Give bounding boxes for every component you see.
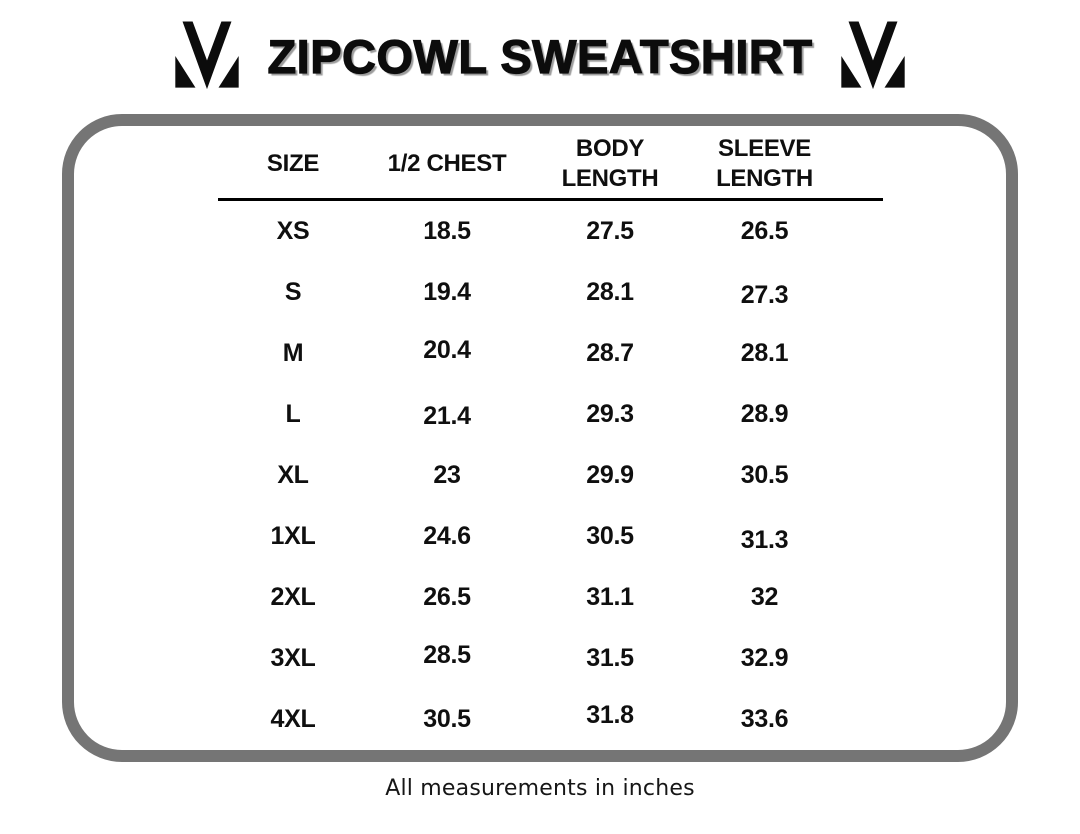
size-chart-panel: SIZE 1/2 CHEST BODY LENGTH SLEEVE LENGTH… (62, 114, 1018, 762)
half-chest-cell: 18.5 (423, 217, 471, 245)
size-cell: 4XL (270, 705, 316, 733)
half-chest-cell: 24.6 (423, 522, 471, 550)
size-table-body: XS 18.5 27.5 26.5 S 19.4 28.1 27.3 M 20.… (218, 201, 883, 750)
body-length-cell: 28.1 (586, 278, 634, 306)
table-row-m: M 20.4 28.7 28.1 (218, 323, 883, 384)
measurements-footnote: All measurements in inches (385, 776, 695, 801)
size-table-header-row: SIZE 1/2 CHEST BODY LENGTH SLEEVE LENGTH (218, 129, 883, 201)
table-row-2xl: 2XL 26.5 31.1 32 (218, 567, 883, 628)
table-row-3xl: 3XL 28.5 31.5 32.9 (218, 628, 883, 689)
table-row-l: L 21.4 29.3 28.9 (218, 384, 883, 445)
brand-m-logo-icon-left (175, 21, 240, 90)
body-length-cell: 29.9 (586, 461, 634, 489)
sleeve-length-cell: 33.6 (740, 705, 789, 733)
column-header-size: SIZE (266, 149, 320, 177)
half-chest-cell: 19.4 (423, 278, 471, 306)
body-length-cell: 29.3 (586, 400, 634, 428)
sleeve-length-cell: 28.9 (740, 400, 789, 428)
half-chest-cell: 30.5 (423, 705, 471, 733)
page-title: ZIPCOWL SWEATSHIRT (267, 29, 813, 83)
body-length-cell: 27.5 (586, 217, 634, 245)
sleeve-length-cell: 32 (750, 583, 779, 611)
sleeve-length-cell: 26.5 (740, 217, 789, 245)
size-cell: 2XL (270, 583, 316, 611)
size-cell: M (282, 339, 304, 367)
body-length-cell: 31.1 (586, 583, 634, 611)
half-chest-cell: 28.5 (423, 641, 471, 669)
sleeve-length-cell: 32.9 (740, 644, 789, 672)
size-cell: 3XL (270, 644, 316, 672)
half-chest-cell: 20.4 (423, 336, 471, 364)
table-row-xs: XS 18.5 27.5 26.5 (218, 201, 883, 262)
body-length-cell: 31.5 (586, 644, 634, 672)
body-length-cell: 28.7 (586, 339, 634, 367)
sleeve-length-cell: 27.3 (740, 281, 789, 309)
size-cell: XL (277, 461, 309, 489)
half-chest-cell: 23 (433, 461, 461, 489)
size-cell: XS (276, 217, 310, 245)
half-chest-cell: 21.4 (423, 402, 471, 430)
size-cell: S (284, 278, 302, 306)
size-cell: L (285, 400, 301, 428)
sleeve-length-cell: 30.5 (740, 461, 789, 489)
body-length-cell: 31.8 (586, 701, 634, 729)
size-cell: 1XL (270, 522, 316, 550)
sleeve-length-cell: 28.1 (740, 339, 789, 367)
column-header-sleeve-length: SLEEVE LENGTH (716, 134, 813, 192)
table-row-1xl: 1XL 24.6 30.5 31.3 (218, 506, 883, 567)
table-row-xl: XL 23 29.9 30.5 (218, 445, 883, 506)
column-header-half-chest: 1/2 CHEST (387, 149, 507, 177)
table-row-s: S 19.4 28.1 27.3 (218, 262, 883, 323)
sleeve-length-cell: 31.3 (740, 526, 789, 554)
brand-header: ZIPCOWL SWEATSHIRT (0, 10, 1080, 102)
column-header-body-length: BODY LENGTH (561, 134, 659, 192)
table-row-4xl: 4XL 30.5 31.8 33.6 (218, 689, 883, 750)
half-chest-cell: 26.5 (423, 583, 471, 611)
body-length-cell: 30.5 (586, 522, 634, 550)
brand-m-logo-icon-right (840, 21, 905, 90)
size-table: SIZE 1/2 CHEST BODY LENGTH SLEEVE LENGTH… (218, 129, 883, 750)
